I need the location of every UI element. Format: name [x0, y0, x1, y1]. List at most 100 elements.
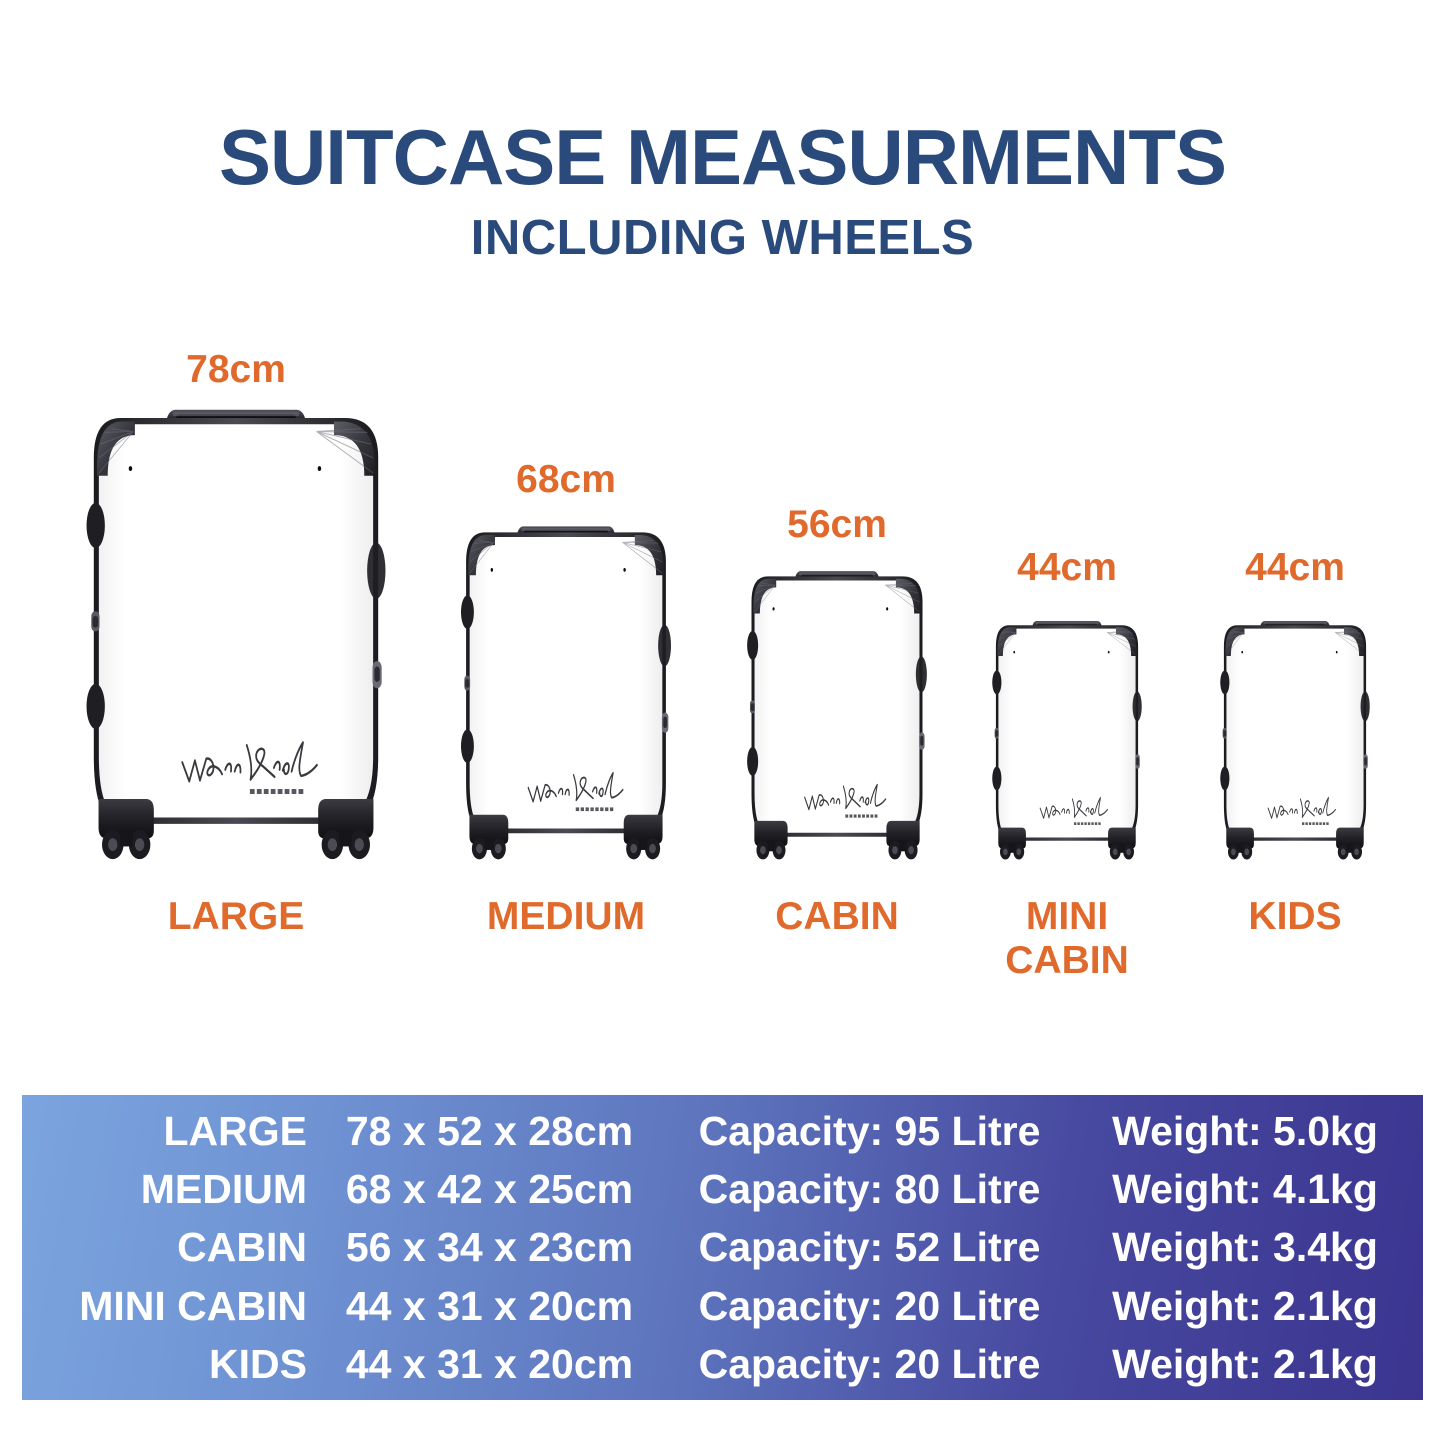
suitcase-image[interactable]	[1216, 620, 1374, 860]
table-row: MEDIUM 68 x 42 x 25cm Capacity: 80 Litre We…	[22, 1160, 1423, 1218]
suitcase-large[interactable]: 78cm	[78, 350, 394, 1020]
suitcase-shell	[754, 580, 920, 833]
suitcase-image[interactable]	[988, 620, 1146, 860]
lock-hardware	[1222, 728, 1227, 739]
spec-row-capacity: Capacity: 52 Litre	[698, 1224, 1041, 1271]
suitcase-name-label: CABIN	[775, 895, 899, 938]
spinner-wheel-left	[1226, 827, 1254, 860]
spec-row-name: LARGE	[163, 1107, 308, 1154]
suitcase-illustration	[747, 571, 927, 860]
corner-protector-top-left	[1225, 627, 1245, 656]
corner-protector-top-left	[997, 627, 1017, 656]
suitcase-illustration	[86, 409, 386, 860]
brand-signature	[527, 771, 624, 812]
suitcase-height-label: 44cm	[1245, 546, 1345, 589]
spec-row-dimensions: 44 x 31 x 20cm	[345, 1340, 634, 1387]
table-row: LARGE 78 x 52 x 28cm Capacity: 95 Litre Wei…	[22, 1102, 1423, 1160]
suitcase-height-label: 44cm	[1017, 546, 1117, 589]
corner-protector-top-left	[96, 421, 135, 476]
spinner-wheel-right	[886, 820, 920, 860]
table-row: MINI CABIN 44 x 31 x 20cm Capacity: 20 Lit…	[22, 1277, 1423, 1335]
spec-row-weight: Weight: 4.1kg	[1112, 1166, 1378, 1213]
suitcase-shell	[1226, 628, 1364, 838]
spinner-wheel-right	[1336, 827, 1364, 860]
zipper-pull	[1135, 754, 1140, 769]
spinner-wheel-left	[98, 798, 154, 860]
lock-hardware	[91, 611, 100, 632]
zipper-pull	[919, 732, 925, 750]
corner-protector-top-left	[468, 535, 495, 576]
spec-row-dimensions: 44 x 31 x 20cm	[345, 1282, 634, 1329]
suitcase-height-label: 68cm	[516, 458, 616, 501]
spec-row-capacity: Capacity: 20 Litre	[698, 1340, 1041, 1387]
suitcase-shell	[98, 424, 374, 818]
spinner-wheel-right	[623, 814, 663, 860]
suitcase-illustration	[992, 620, 1142, 860]
suitcase-shell	[469, 537, 663, 829]
suitcase-image[interactable]	[455, 525, 677, 860]
spec-row-weight: Weight: 3.4kg	[1112, 1224, 1378, 1271]
spec-row-name: MINI CABIN	[79, 1282, 307, 1329]
corner-protector-top-right	[1335, 627, 1365, 656]
spec-row-name: KIDS	[209, 1340, 307, 1387]
side-bumpers	[747, 630, 927, 776]
spec-row-capacity: Capacity: 95 Litre	[698, 1107, 1041, 1154]
corner-protector-top-right	[1107, 627, 1137, 656]
suitcase-illustration	[1220, 620, 1370, 860]
spec-row-name: MEDIUM	[140, 1166, 307, 1213]
suitcase-lineup: 78cm	[0, 350, 1445, 1020]
lock-hardware	[464, 675, 471, 691]
zipper-pull	[372, 661, 382, 689]
brand-signature	[1039, 796, 1108, 825]
brand-signature	[181, 741, 318, 795]
side-bumpers	[1220, 670, 1370, 791]
suitcase-image[interactable]	[78, 408, 394, 860]
lock-hardware	[749, 700, 755, 714]
spec-row-name: CABIN	[177, 1224, 307, 1271]
lock-hardware	[994, 728, 999, 739]
suitcase-name-label: MEDIUM	[486, 895, 646, 938]
spinner-wheel-left	[469, 814, 509, 860]
spec-row-capacity: Capacity: 80 Litre	[698, 1166, 1041, 1213]
table-row: KIDS 44 x 31 x 20cm Capacity: 20 Litre Weig…	[22, 1335, 1423, 1393]
spec-row-weight: Weight: 2.1kg	[1112, 1340, 1378, 1387]
suitcase-shell	[998, 628, 1136, 838]
spec-table: LARGE 78 x 52 x 28cm Capacity: 95 Litre Wei…	[22, 1102, 1423, 1393]
side-bumpers	[460, 595, 672, 763]
suitcase-illustration	[460, 526, 672, 860]
spinner-wheel-left	[754, 820, 788, 860]
corner-protector-top-right	[316, 421, 376, 476]
corner-protector-top-right	[885, 578, 921, 614]
suitcase-image[interactable]	[742, 570, 932, 860]
suitcase-kids[interactable]: 44cm	[1216, 360, 1374, 1020]
page-subtitle: INCLUDING WHEELS	[470, 211, 975, 265]
suitcase-height-label: 56cm	[787, 503, 887, 546]
header: SUITCASE MEASURMENTS INCLUDING WHEELS	[0, 0, 1445, 263]
corner-protector-top-left	[753, 578, 777, 614]
spec-table-panel: LARGE 78 x 52 x 28cm Capacity: 95 Litre Wei…	[22, 1095, 1423, 1400]
spinner-wheel-left	[998, 827, 1026, 860]
brand-signature	[804, 783, 887, 818]
spec-row-weight: Weight: 5.0kg	[1112, 1107, 1378, 1154]
spec-row-dimensions: 68 x 42 x 25cm	[345, 1166, 634, 1213]
spinner-wheel-right	[1108, 827, 1136, 860]
suitcase-name-label: MINI CABIN	[1005, 895, 1129, 983]
side-bumpers	[86, 502, 386, 729]
suitcase-cabin[interactable]: 56cm	[742, 360, 932, 1020]
spec-row-weight: Weight: 2.1kg	[1112, 1282, 1378, 1329]
table-row: CABIN 56 x 34 x 23cm Capacity: 52 Litre Wei…	[22, 1218, 1423, 1276]
zipper-pull	[661, 712, 669, 733]
spec-row-dimensions: 78 x 52 x 28cm	[345, 1107, 634, 1154]
zipper-pull	[1363, 754, 1368, 769]
suitcase-name-label: KIDS	[1248, 895, 1342, 938]
suitcase-height-label: 78cm	[186, 348, 286, 391]
spec-row-dimensions: 56 x 34 x 23cm	[345, 1224, 634, 1271]
side-bumpers	[992, 670, 1142, 791]
brand-signature	[1267, 796, 1336, 825]
spinner-wheel-right	[318, 798, 374, 860]
corner-protector-top-right	[622, 535, 664, 576]
page-title: SUITCASE MEASURMENTS	[218, 113, 1227, 201]
suitcase-medium[interactable]: 68cm	[455, 360, 677, 1020]
spec-row-capacity: Capacity: 20 Litre	[698, 1282, 1041, 1329]
suitcase-mini-cabin[interactable]: 44cm	[988, 360, 1146, 1020]
